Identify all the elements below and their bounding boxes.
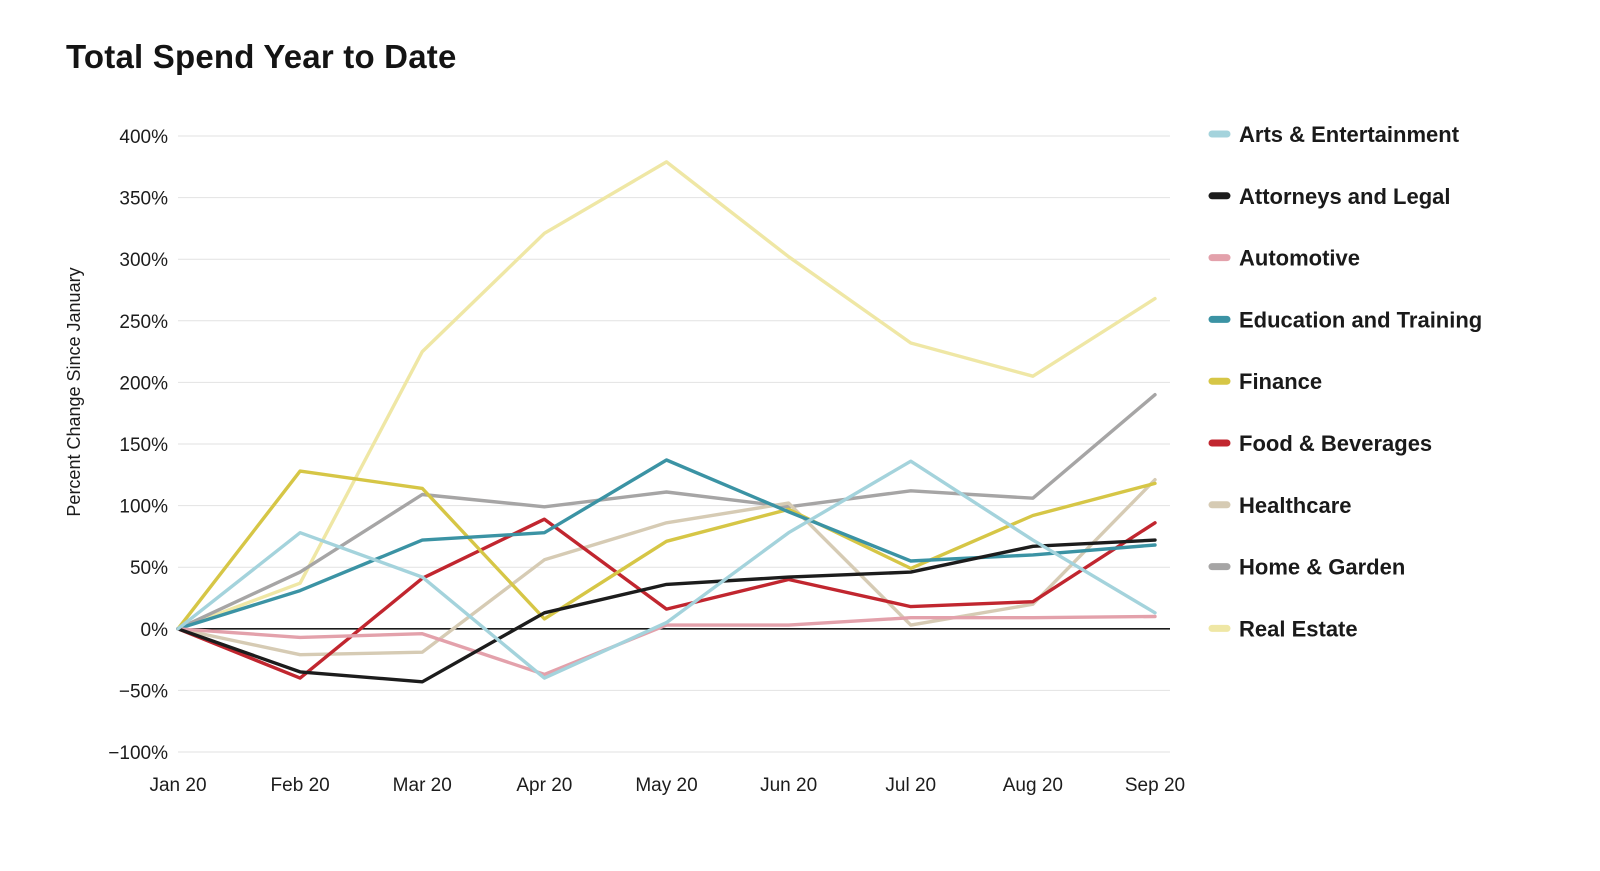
x-tick-label: Jun 20 [760,775,817,796]
y-tick-label: 0% [141,620,169,641]
y-tick-label: 300% [119,250,168,271]
legend-label: Attorneys and Legal [1239,184,1450,209]
legend-item-education-and-training: Education and Training [1208,307,1482,332]
legend-label: Finance [1239,369,1322,394]
series-line-food-and-beverages [176,517,1157,680]
x-tick-label: Jan 20 [149,775,206,796]
legend-item-attorneys-and-legal: Attorneys and Legal [1208,184,1450,209]
x-tick-label: Sep 20 [1125,775,1185,796]
x-tick-label: Aug 20 [1003,775,1063,796]
chart-title: Total Spend Year to Date [66,38,457,75]
legend-label: Arts & Entertainment [1239,122,1460,147]
series-line-automotive [176,614,1157,677]
legend-item-real-estate: Real Estate [1208,616,1358,641]
legend-item-food-and-beverages: Food & Beverages [1208,431,1432,456]
legend-item-automotive: Automotive [1208,246,1360,271]
y-tick-label: 150% [119,435,168,456]
y-tick-label: 100% [119,497,168,518]
series-line-arts-and-entertainment [176,459,1157,680]
y-tick-label: 200% [119,373,168,394]
series-line-healthcare [176,478,1157,657]
x-tick-label: Jul 20 [885,775,936,796]
series-line-real-estate [176,160,1157,631]
series-line-home-and-garden [176,393,1157,631]
legend-item-healthcare: Healthcare [1208,493,1352,518]
legend-label: Food & Beverages [1239,431,1432,456]
y-tick-label: 350% [119,189,168,210]
y-axis-label: Percent Change Since January [64,267,84,516]
legend-label: Home & Garden [1239,555,1405,580]
y-tick-label: 400% [119,127,168,148]
x-tick-label: Feb 20 [271,775,330,796]
x-tick-label: Mar 20 [393,775,452,796]
legend-label: Real Estate [1239,616,1358,641]
legend-label: Education and Training [1239,307,1482,332]
y-axis-ticks: 400% 350% 300% 250% 200% 150% 100% 50% 0% −50% −10… [108,127,168,764]
y-tick-label: −50% [119,681,168,702]
series-line-education-and-training [176,458,1157,631]
legend-item-finance: Finance [1208,369,1322,394]
legend: Arts & Entertainment Attorneys and Legal A… [1208,122,1482,641]
series-line-attorneys-and-legal [176,538,1157,684]
gridlines [178,135,1170,753]
legend-item-home-and-garden: Home & Garden [1208,555,1405,580]
x-tick-label: May 20 [635,775,697,796]
y-tick-label: 250% [119,312,168,333]
x-tick-label: Apr 20 [516,775,572,796]
y-tick-label: −100% [108,743,168,764]
legend-item-arts-and-entertainment: Arts & Entertainment [1208,122,1460,147]
legend-label: Automotive [1239,246,1360,271]
x-axis-ticks: Jan 20 Feb 20 Mar 20 Apr 20 May 20 Jun 20 Jul … [149,775,1185,796]
series-line-finance [176,469,1157,631]
y-tick-label: 50% [130,558,168,579]
series-lines [176,160,1157,684]
legend-label: Healthcare [1239,493,1352,518]
